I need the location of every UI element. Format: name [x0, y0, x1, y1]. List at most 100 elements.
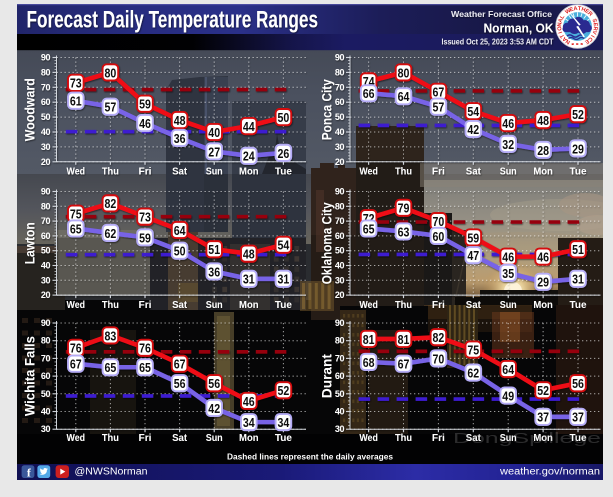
svg-text:Tue: Tue	[275, 299, 292, 311]
svg-text:30: 30	[41, 424, 51, 434]
svg-text:82: 82	[433, 330, 445, 345]
svg-text:60: 60	[41, 371, 51, 381]
svg-text:W: W	[564, 7, 572, 15]
svg-text:20: 20	[41, 157, 51, 167]
svg-text:I: I	[589, 34, 595, 39]
svg-text:37: 37	[537, 410, 549, 425]
svg-text:90: 90	[41, 318, 51, 328]
svg-text:Thu: Thu	[395, 165, 412, 177]
svg-text:f: f	[27, 465, 32, 479]
svg-text:83: 83	[105, 328, 117, 343]
svg-text:31: 31	[243, 272, 255, 287]
svg-text:46: 46	[243, 394, 255, 409]
svg-text:40: 40	[335, 127, 345, 137]
svg-text:Sun: Sun	[206, 432, 223, 444]
svg-text:Sat: Sat	[466, 165, 481, 177]
svg-text:36: 36	[174, 131, 186, 146]
svg-text:40: 40	[41, 407, 51, 417]
svg-text:62: 62	[105, 226, 117, 241]
svg-text:30: 30	[335, 424, 345, 434]
svg-text:20: 20	[41, 290, 51, 300]
svg-text:E: E	[584, 8, 591, 15]
svg-text:A: A	[573, 6, 578, 12]
svg-text:50: 50	[335, 389, 345, 399]
svg-text:56: 56	[572, 376, 584, 391]
svg-text:50: 50	[335, 112, 345, 122]
svg-text:32: 32	[502, 137, 514, 152]
svg-text:Tue: Tue	[570, 432, 587, 444]
svg-text:V: V	[590, 30, 597, 36]
svg-text:Fri: Fri	[432, 432, 445, 444]
svg-text:59: 59	[139, 97, 151, 112]
svg-text:64: 64	[398, 89, 410, 104]
svg-text:DongSpillege: DongSpillege	[453, 431, 601, 447]
svg-text:Sat: Sat	[466, 299, 481, 311]
svg-text:50: 50	[335, 246, 345, 256]
svg-text:50: 50	[174, 244, 186, 259]
svg-text:80: 80	[41, 67, 51, 77]
svg-text:29: 29	[537, 275, 549, 290]
svg-text:Mon: Mon	[533, 432, 553, 444]
svg-text:46: 46	[502, 250, 514, 265]
svg-text:54: 54	[467, 104, 479, 119]
svg-text:26: 26	[278, 146, 290, 161]
svg-text:48: 48	[174, 113, 186, 128]
svg-text:56: 56	[174, 376, 186, 391]
svg-text:67: 67	[174, 357, 186, 372]
svg-text:Tue: Tue	[570, 165, 587, 177]
svg-text:L: L	[559, 14, 566, 21]
svg-text:Mon: Mon	[533, 165, 553, 177]
svg-text:Wed: Wed	[67, 299, 86, 311]
svg-text:34: 34	[278, 415, 290, 430]
svg-text:60: 60	[433, 229, 445, 244]
svg-text:N: N	[565, 38, 572, 45]
svg-text:36: 36	[208, 264, 220, 279]
svg-text:51: 51	[572, 242, 584, 257]
svg-text:70: 70	[41, 82, 51, 92]
svg-text:40: 40	[335, 261, 345, 271]
svg-text:Sat: Sat	[172, 165, 187, 177]
svg-text:80: 80	[335, 201, 345, 211]
svg-text:Tue: Tue	[275, 432, 292, 444]
svg-text:Oklahoma City: Oklahoma City	[320, 202, 335, 284]
svg-text:75: 75	[467, 342, 479, 357]
svg-text:31: 31	[278, 272, 290, 287]
svg-text:Sat: Sat	[172, 432, 187, 444]
svg-text:64: 64	[502, 362, 514, 377]
svg-text:80: 80	[41, 201, 51, 211]
svg-text:Sat: Sat	[172, 299, 187, 311]
svg-text:56: 56	[208, 376, 220, 391]
svg-text:57: 57	[433, 100, 445, 115]
svg-text:Wed: Wed	[359, 165, 378, 177]
svg-text:70: 70	[41, 353, 51, 363]
svg-text:66: 66	[363, 86, 375, 101]
svg-text:Durant: Durant	[320, 354, 335, 399]
svg-text:67: 67	[70, 357, 82, 372]
svg-text:62: 62	[467, 365, 479, 380]
svg-text:80: 80	[335, 67, 345, 77]
svg-text:67: 67	[398, 357, 410, 372]
svg-text:Wed: Wed	[67, 165, 86, 177]
svg-text:50: 50	[278, 110, 290, 125]
svg-text:Mon: Mon	[239, 165, 259, 177]
svg-text:Thu: Thu	[102, 432, 119, 444]
svg-text:50: 50	[41, 112, 51, 122]
svg-text:Wichita Falls: Wichita Falls	[23, 336, 38, 416]
svg-text:70: 70	[335, 82, 345, 92]
svg-text:49: 49	[502, 388, 514, 403]
svg-text:Sun: Sun	[500, 432, 517, 444]
svg-text:90: 90	[335, 53, 345, 63]
svg-text:57: 57	[105, 100, 117, 115]
svg-text:73: 73	[70, 76, 82, 91]
svg-text:Wed: Wed	[359, 432, 378, 444]
svg-text:80: 80	[41, 336, 51, 346]
svg-text:63: 63	[398, 224, 410, 239]
svg-text:I: I	[558, 30, 564, 34]
svg-text:51: 51	[208, 242, 220, 257]
svg-text:Fri: Fri	[139, 165, 152, 177]
svg-text:40: 40	[41, 127, 51, 137]
svg-text:@NWSNorman: @NWSNorman	[75, 467, 148, 478]
svg-text:60: 60	[335, 231, 345, 241]
svg-text:80: 80	[105, 65, 117, 80]
svg-text:76: 76	[70, 341, 82, 356]
